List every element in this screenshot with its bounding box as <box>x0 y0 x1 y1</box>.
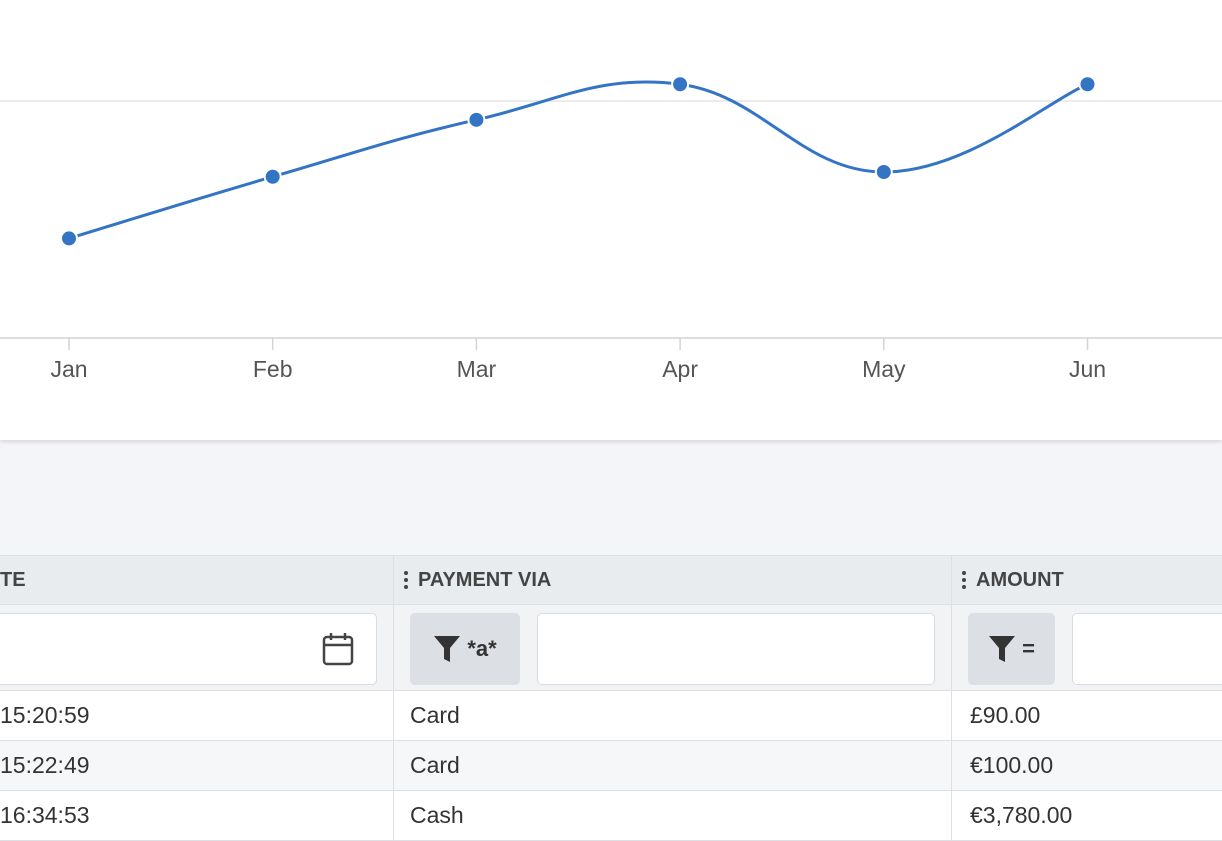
filter-mode: = <box>1022 636 1035 661</box>
filter-icon <box>434 636 461 662</box>
table-row[interactable]: 15:20:59 Card £90.00 <box>0 691 1222 741</box>
filter-mode: *a* <box>467 636 497 661</box>
menu-icon[interactable] <box>962 571 966 589</box>
table-cell: Card <box>394 741 952 790</box>
table-row[interactable]: 15:22:49 Card €100.00 <box>0 741 1222 791</box>
x-tick-label: Mar <box>457 356 497 382</box>
header-text: PAYMENT VIA <box>418 568 552 591</box>
filter-row: *a* = <box>0 605 1222 691</box>
date-input[interactable] <box>0 613 377 685</box>
filter-cell: *a* <box>394 605 952 690</box>
filter-icon <box>989 636 1016 662</box>
calendar-icon[interactable] <box>322 632 354 666</box>
filter-button[interactable]: = <box>968 613 1055 685</box>
point <box>671 75 690 94</box>
chart: Jan Feb Mar Apr May Jun <box>0 75 1222 382</box>
menu-icon[interactable] <box>404 571 408 589</box>
table-cell: Cash <box>394 791 952 840</box>
filter-cell <box>0 605 394 690</box>
table-cell: €100.00 <box>970 752 1054 778</box>
x-tick-label: May <box>862 356 906 382</box>
x-tick-label: Apr <box>662 356 698 382</box>
filter-button[interactable]: *a* <box>410 613 520 685</box>
text-input[interactable] <box>1072 613 1222 685</box>
point <box>1078 75 1097 94</box>
chart-card: Jan Feb Mar Apr May Jun <box>0 0 1222 440</box>
x-tick-label: Jan <box>50 356 87 382</box>
x-tick-label: Jun <box>1069 356 1106 382</box>
line <box>68 80 1089 240</box>
header-text: TE <box>0 568 26 591</box>
table-cell: 15:20:59 <box>0 691 394 740</box>
table-cell: £90.00 <box>970 702 1041 728</box>
point <box>263 167 282 186</box>
header-row: TE PAYMENT VIA AMOUNT <box>0 555 1222 605</box>
x-tick-label: Feb <box>253 356 293 382</box>
point <box>60 229 78 248</box>
point <box>874 163 893 181</box>
filter-cell: = <box>952 605 1222 690</box>
header-cell[interactable]: PAYMENT VIA <box>394 556 952 604</box>
text-input[interactable] <box>537 613 935 685</box>
table-cell: 16:34:53 <box>0 791 394 840</box>
header-cell[interactable]: AMOUNT <box>952 556 1222 604</box>
table-row[interactable]: 16:34:53 Cash €3,780.00 <box>0 791 1222 841</box>
table-cell: Card <box>394 691 952 740</box>
header-cell[interactable]: TE <box>0 556 394 604</box>
header-text: AMOUNT <box>976 568 1064 591</box>
table-cell: 15:22:49 <box>0 741 394 790</box>
point <box>467 110 486 129</box>
table-cell: €3,780.00 <box>970 802 1073 828</box>
